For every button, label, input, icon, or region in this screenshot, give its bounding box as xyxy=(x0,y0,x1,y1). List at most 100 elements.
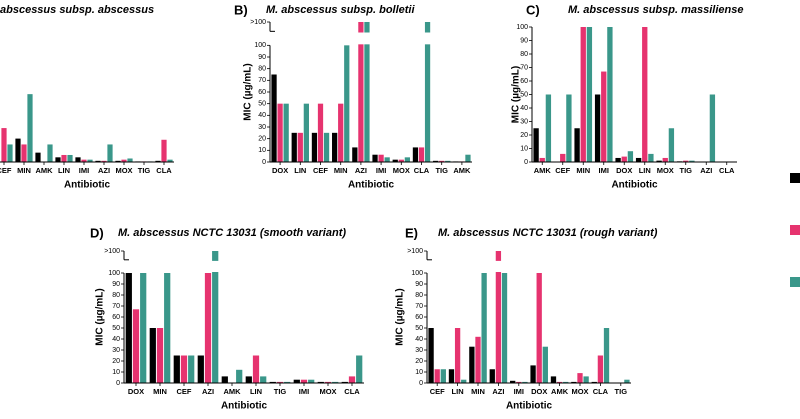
x-tick-label: MIN xyxy=(471,387,485,396)
panel-label: C) xyxy=(526,2,540,17)
x-tick-label: DOX xyxy=(531,387,547,396)
bar xyxy=(303,103,309,162)
bar xyxy=(428,328,434,383)
x-tick-label: CEF xyxy=(313,166,328,175)
x-tick-label: MOX xyxy=(393,166,410,175)
bar xyxy=(332,132,338,162)
x-tick-label: CLA xyxy=(156,166,172,175)
x-tick-label: TIG xyxy=(435,166,448,175)
y-tick-label: 50 xyxy=(258,101,266,108)
bar xyxy=(81,159,87,162)
bar xyxy=(591,381,597,383)
y-tick-label: 40 xyxy=(258,112,266,119)
bar xyxy=(55,157,61,162)
y-tick-label: 100 xyxy=(411,270,423,277)
x-tick-label: IMI xyxy=(299,387,309,396)
x-tick-label: LIN xyxy=(250,387,262,396)
y-tick-label: 40 xyxy=(112,336,120,343)
bar xyxy=(465,154,471,162)
bar xyxy=(61,154,67,162)
bar xyxy=(197,355,204,383)
bar xyxy=(642,27,648,162)
panel-label: E) xyxy=(405,225,418,240)
bar xyxy=(308,379,315,383)
bar xyxy=(566,94,572,162)
bar xyxy=(87,159,93,162)
x-tick-label: TIG xyxy=(680,166,693,175)
x-tick-label: MOX xyxy=(657,166,674,175)
x-tick-label: CLA xyxy=(593,387,609,396)
bar xyxy=(338,103,344,162)
y-tick-label: 20 xyxy=(520,132,528,139)
x-tick-label: LIN xyxy=(639,166,651,175)
bar xyxy=(297,132,303,162)
bar xyxy=(501,273,508,383)
bar xyxy=(424,22,431,162)
bar xyxy=(317,103,324,162)
bar xyxy=(149,328,156,383)
bar xyxy=(1,128,7,162)
chart-title: M. abscessus subsp. bolletii xyxy=(266,4,415,16)
x-tick-label: MIN xyxy=(153,387,167,396)
bar xyxy=(635,157,642,162)
y-tick-label: 100 xyxy=(108,270,120,277)
bar xyxy=(271,74,277,162)
bar xyxy=(101,160,107,162)
y-tick-label: 40 xyxy=(520,105,528,112)
bar xyxy=(530,365,536,383)
bar xyxy=(161,139,167,162)
bar xyxy=(434,369,440,383)
bar xyxy=(140,273,147,383)
bar xyxy=(156,328,164,383)
bar xyxy=(75,157,81,162)
bar xyxy=(481,273,487,383)
bar xyxy=(356,355,363,383)
y-axis-label: MIC (µg/mL) xyxy=(95,288,106,345)
bar xyxy=(276,381,284,383)
bar xyxy=(563,381,569,383)
bar xyxy=(556,381,563,383)
x-tick-label: AZI xyxy=(355,166,367,175)
bar xyxy=(489,369,495,383)
bar xyxy=(571,381,577,383)
x-tick-label: MIN xyxy=(576,166,590,175)
x-tick-label: CLA xyxy=(414,166,430,175)
bar xyxy=(204,273,212,383)
y-tick-label: 10 xyxy=(415,369,423,376)
x-tick-label: AZI xyxy=(700,166,712,175)
legend-swatch xyxy=(790,225,800,235)
x-axis-label: Antibiotic xyxy=(348,180,395,191)
y-tick-label: 30 xyxy=(520,118,528,125)
x-tick-label: LIN xyxy=(294,166,306,175)
x-tick-label: DOX xyxy=(616,166,632,175)
bar xyxy=(221,376,228,383)
bar xyxy=(164,273,171,383)
x-axis-label: Antibiotic xyxy=(221,401,268,412)
axis-break xyxy=(425,260,633,272)
bar xyxy=(536,273,542,383)
y-tick-label: >100 xyxy=(250,19,266,26)
bar xyxy=(311,132,318,162)
bar xyxy=(332,381,339,383)
y-tick-label: 80 xyxy=(415,292,423,299)
y-tick-label: 40 xyxy=(415,336,423,343)
x-tick-label: IMI xyxy=(599,166,609,175)
legend-swatch xyxy=(790,173,800,183)
x-tick-label: MOX xyxy=(115,166,132,175)
bar xyxy=(15,138,21,162)
bar xyxy=(398,159,404,162)
x-tick-label: MOX xyxy=(571,387,588,396)
bar xyxy=(21,144,27,162)
x-tick-label: TIG xyxy=(138,166,151,175)
x-tick-label: IMI xyxy=(376,166,386,175)
x-tick-label: AMK xyxy=(551,387,569,396)
y-tick-label: 30 xyxy=(112,347,120,354)
y-tick-label: 50 xyxy=(112,325,120,332)
bar xyxy=(352,147,358,162)
bar xyxy=(364,22,370,162)
bar xyxy=(594,94,601,162)
x-tick-label: TIG xyxy=(274,387,287,396)
y-tick-label: 30 xyxy=(258,124,266,131)
y-tick-label: >100 xyxy=(407,248,423,255)
legend-swatch xyxy=(790,277,800,287)
